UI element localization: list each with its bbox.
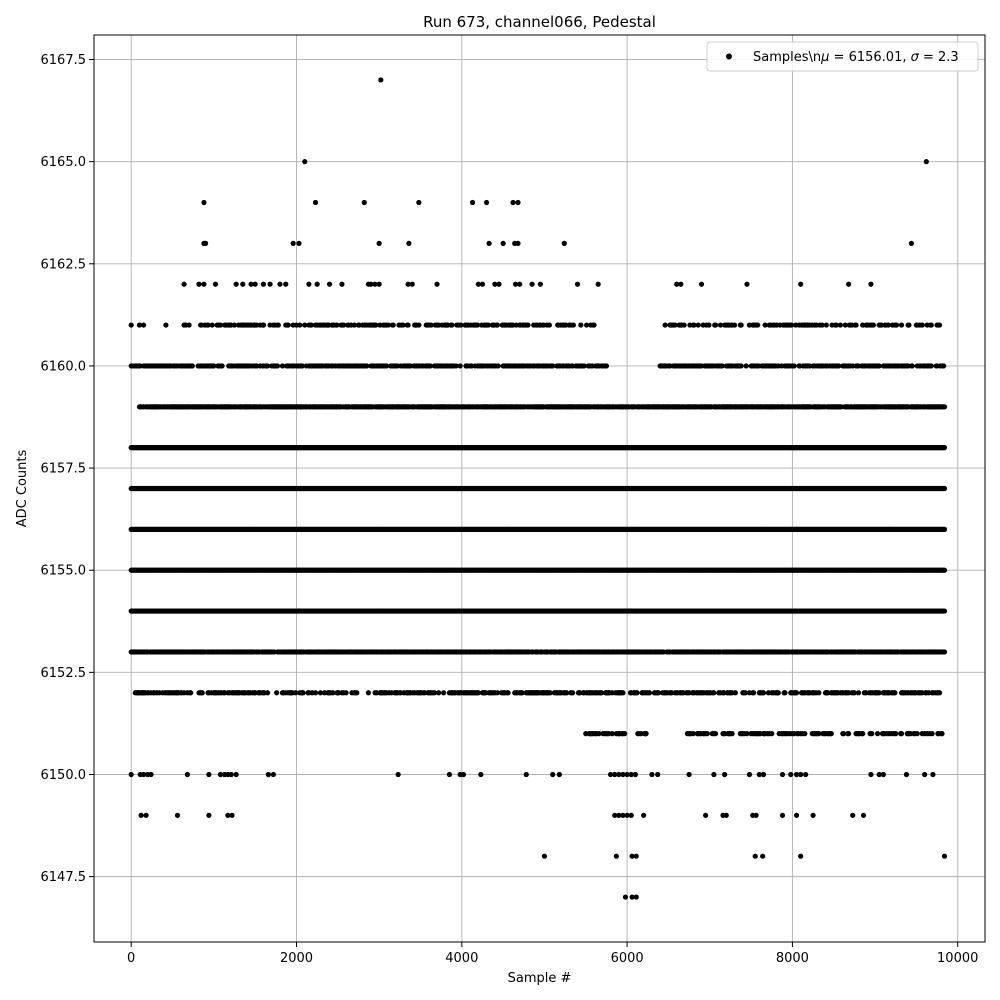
data-point bbox=[293, 690, 299, 696]
data-points bbox=[128, 77, 948, 900]
data-point bbox=[300, 690, 306, 696]
data-point bbox=[274, 690, 280, 696]
data-point bbox=[892, 690, 898, 696]
data-point bbox=[620, 690, 626, 696]
data-point bbox=[188, 690, 194, 696]
data-point bbox=[851, 690, 858, 696]
data-point bbox=[760, 690, 767, 696]
data-point bbox=[816, 690, 822, 696]
data-point bbox=[505, 690, 511, 696]
data-point bbox=[365, 690, 372, 696]
data-point bbox=[475, 690, 481, 696]
data-point bbox=[441, 690, 447, 696]
data-point bbox=[742, 690, 748, 696]
data-point bbox=[936, 690, 943, 696]
data-point bbox=[775, 690, 781, 696]
data-point bbox=[330, 690, 336, 696]
data-point bbox=[941, 649, 948, 655]
data-point bbox=[436, 690, 442, 696]
data-point bbox=[793, 690, 800, 696]
data-point bbox=[312, 690, 319, 696]
data-point bbox=[317, 690, 324, 696]
data-point bbox=[199, 690, 205, 696]
data-point bbox=[732, 690, 738, 696]
data-point bbox=[782, 690, 788, 696]
data-point bbox=[855, 690, 862, 696]
data-point bbox=[655, 690, 662, 696]
data-point bbox=[564, 690, 570, 696]
data-point bbox=[569, 690, 576, 696]
data-point bbox=[519, 690, 525, 696]
data-point bbox=[634, 690, 640, 696]
data-point bbox=[598, 690, 605, 696]
data-point bbox=[494, 690, 500, 696]
data-point bbox=[941, 608, 948, 614]
data-point bbox=[547, 690, 553, 696]
data-point bbox=[750, 690, 757, 696]
data-point bbox=[941, 567, 948, 573]
data-point bbox=[431, 690, 438, 696]
data-point bbox=[354, 690, 360, 696]
data-point bbox=[941, 526, 948, 532]
data-point bbox=[711, 690, 717, 696]
data-point bbox=[264, 690, 271, 696]
data-point bbox=[876, 690, 882, 696]
data-point bbox=[343, 690, 349, 696]
data-point bbox=[646, 690, 653, 696]
